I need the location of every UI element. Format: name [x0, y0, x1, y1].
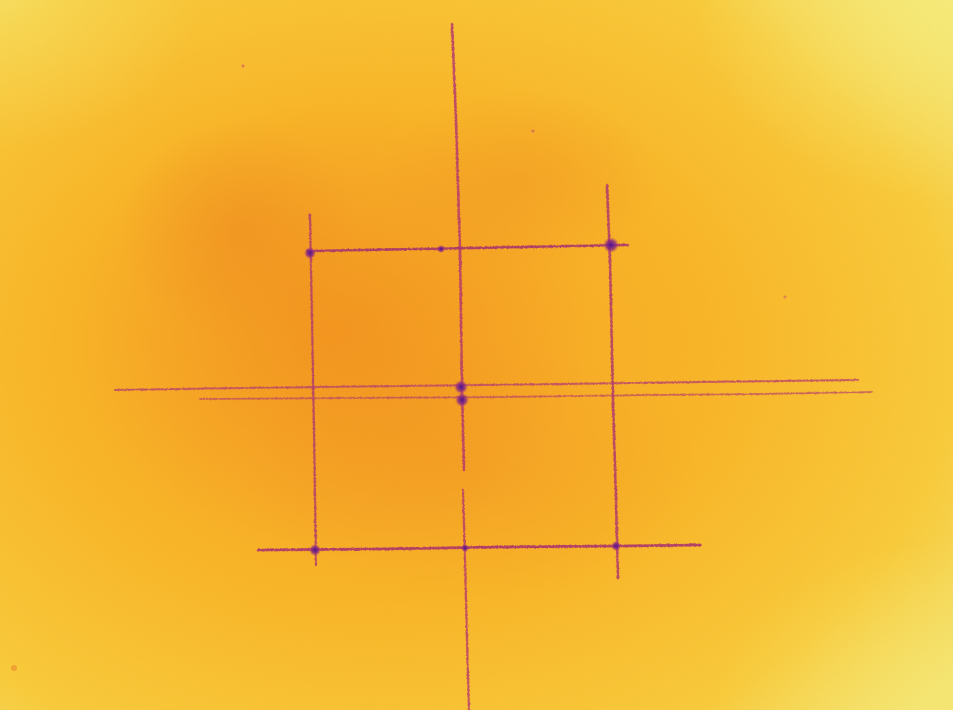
speck-top — [241, 64, 245, 68]
corner-dot-bottom-right — [611, 541, 621, 551]
corner-dot-top-left — [304, 247, 316, 259]
vertical-center-line-upper — [450, 22, 466, 472]
rectangle-right-edge — [605, 183, 620, 580]
center-dot-lower — [455, 393, 469, 407]
corner-dot-bottom-left — [309, 544, 321, 556]
speck-right — [783, 295, 787, 299]
vertical-center-line-lower — [461, 488, 471, 710]
speck-bottom-left — [11, 665, 17, 671]
mark-dot-bottom — [461, 544, 469, 552]
corner-dot-top-right — [603, 237, 619, 253]
horizontal-center-line-upper — [114, 379, 859, 391]
speck-mid-top — [531, 129, 535, 133]
horizontal-center-line-lower — [199, 391, 873, 400]
rectangle-bottom-edge — [256, 543, 702, 552]
mark-dot-top — [437, 245, 445, 253]
center-dot-upper — [454, 380, 468, 394]
rectangle-top-edge — [306, 243, 630, 253]
rectangle-left-edge — [308, 213, 318, 567]
